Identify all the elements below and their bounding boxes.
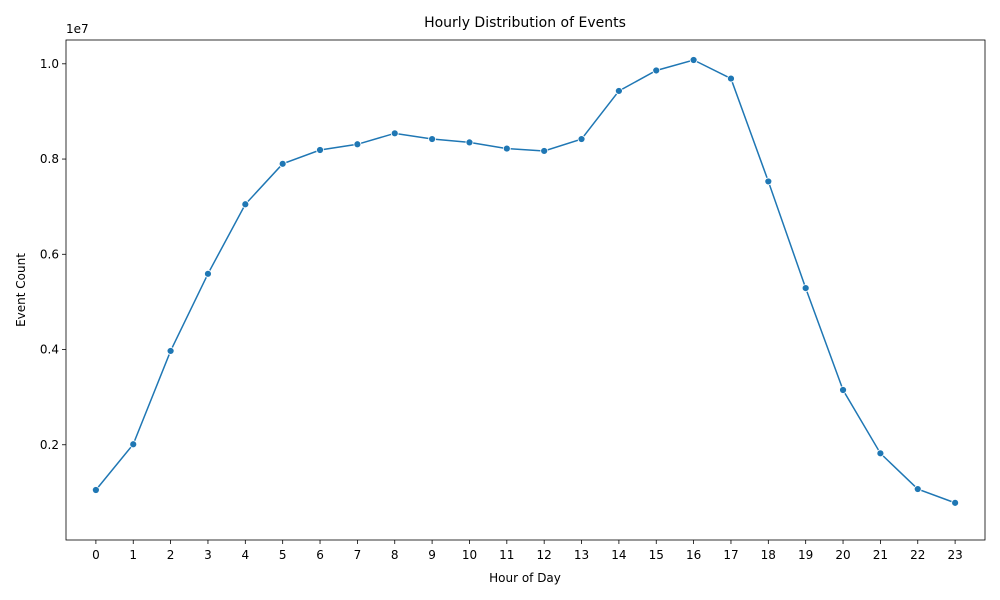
data-point: [652, 66, 661, 75]
data-point: [241, 200, 250, 209]
x-tick-label: 21: [873, 548, 888, 562]
data-point: [502, 144, 511, 153]
x-tick-label: 0: [92, 548, 100, 562]
y-tick-label: 0.8: [40, 152, 59, 166]
y-tick-label: 1.0: [40, 57, 59, 71]
x-tick-label: 19: [798, 548, 813, 562]
data-point: [839, 386, 847, 394]
plot-frame: [65, 39, 986, 541]
y-tick-label: 0.6: [40, 247, 59, 261]
chart-title: Hourly Distribution of Events: [424, 15, 626, 31]
data-point: [614, 87, 623, 95]
y-axis-title: Event Count: [14, 253, 28, 327]
x-tick-label: 5: [279, 548, 287, 562]
data-point: [801, 284, 810, 292]
x-tick-label: 8: [391, 548, 399, 562]
x-axis: 0 1 2 3 4 5 6 7 8 9 10 11 12 13 14 15 16 17 18 19 20 21 22 23: [92, 540, 963, 562]
data-point: [166, 347, 175, 355]
x-tick-label: 16: [686, 548, 701, 562]
x-tick-label: 15: [649, 548, 664, 562]
x-tick-label: 10: [462, 548, 477, 562]
data-point: [727, 74, 735, 83]
x-tick-label: 4: [241, 548, 249, 562]
x-tick-label: 12: [537, 548, 552, 562]
series-markers: [91, 56, 960, 507]
x-tick-label: 3: [204, 548, 212, 562]
data-point: [876, 449, 885, 458]
x-tick-label: 20: [835, 548, 850, 562]
data-point: [428, 135, 437, 143]
data-point: [390, 129, 399, 138]
data-point: [540, 147, 549, 155]
x-tick-label: 7: [354, 548, 362, 562]
series-line: [95, 59, 956, 504]
data-point: [91, 486, 100, 494]
x-tick-label: 17: [723, 548, 738, 562]
data-point: [764, 177, 773, 186]
x-tick-label: 2: [167, 548, 175, 562]
x-tick-label: 22: [910, 548, 925, 562]
data-point: [353, 140, 362, 149]
y-tick-label: 0.2: [40, 438, 59, 452]
data-point: [316, 146, 324, 154]
y-offset-text: 1e7: [66, 22, 89, 36]
x-tick-label: 9: [428, 548, 436, 562]
data-point: [204, 269, 212, 278]
x-tick-label: 6: [316, 548, 324, 562]
data-point: [951, 498, 960, 507]
x-tick-label: 23: [947, 548, 962, 562]
data-point: [129, 440, 138, 449]
x-tick-label: 13: [574, 548, 589, 562]
data-point: [278, 159, 287, 168]
x-tick-label: 18: [761, 548, 776, 562]
x-tick-label: 11: [499, 548, 514, 562]
data-point: [577, 135, 586, 143]
data-point: [465, 138, 474, 147]
y-tick-label: 0.4: [40, 343, 59, 357]
x-tick-label: 14: [611, 548, 626, 562]
data-point: [913, 485, 922, 493]
x-tick-label: 1: [129, 548, 137, 562]
data-point: [689, 56, 698, 64]
plot-area: [65, 39, 986, 541]
y-axis: 0.2 0.4 0.6 0.8 1.0: [40, 57, 66, 452]
x-axis-title: Hour of Day: [489, 571, 561, 585]
